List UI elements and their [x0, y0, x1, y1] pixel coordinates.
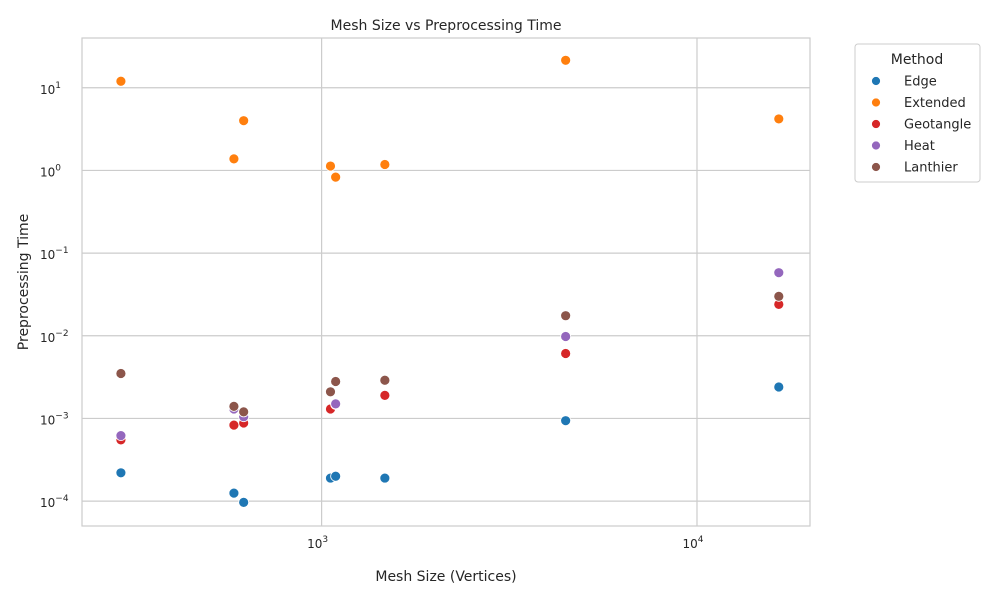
- y-tick-labels: 10−4 10−3 10−2 10−1 100 101: [40, 81, 69, 510]
- data-point: [228, 153, 240, 165]
- data-point: [773, 113, 785, 125]
- legend-title: Method: [891, 52, 944, 68]
- y-tick-label: 101: [40, 81, 61, 97]
- y-axis-label: Preprocessing Time: [16, 214, 32, 350]
- data-point: [238, 406, 250, 418]
- data-point: [330, 376, 342, 387]
- data-point: [238, 115, 250, 127]
- series-lanthier: [115, 290, 785, 418]
- legend-items: Edge Extended Geotangle Heat Lanthier: [871, 75, 971, 176]
- data-point: [379, 159, 391, 170]
- data-point: [560, 348, 572, 359]
- data-point: [325, 386, 336, 398]
- legend-item: Lanthier: [871, 161, 958, 176]
- legend-marker: [871, 162, 881, 172]
- x-tick-label: 104: [682, 535, 703, 551]
- legend-box: [854, 43, 981, 183]
- legend-label: Geotangle: [904, 118, 971, 133]
- y-tick-label: 10−4: [40, 494, 69, 510]
- x-axis-label: Mesh Size (Vertices): [375, 569, 516, 585]
- data-point: [773, 267, 785, 279]
- grid-lines: [82, 38, 810, 526]
- y-tick-label: 10−1: [40, 246, 69, 262]
- data-point: [115, 430, 127, 442]
- data-point: [773, 381, 785, 393]
- data-point: [560, 331, 572, 342]
- legend-item: Heat: [871, 139, 935, 154]
- legend-marker: [871, 119, 881, 129]
- y-tick-label: 10−3: [40, 411, 69, 427]
- data-point: [379, 472, 391, 484]
- data-point: [325, 160, 336, 172]
- x-tick-labels: 103 104: [307, 535, 704, 551]
- data-point: [560, 415, 572, 427]
- data-point: [560, 310, 572, 322]
- data-point: [115, 467, 127, 479]
- data-point: [228, 419, 240, 431]
- series-edge: [115, 381, 785, 508]
- legend-item: Extended: [871, 96, 966, 111]
- legend-item: Edge: [871, 75, 937, 90]
- series-extended: [115, 54, 785, 183]
- data-point: [115, 75, 127, 87]
- data-point: [330, 470, 342, 482]
- x-tick-label: 103: [307, 535, 328, 551]
- legend-marker: [871, 76, 881, 86]
- y-tick-label: 100: [40, 163, 61, 179]
- data-point: [379, 374, 391, 386]
- legend-marker: [871, 140, 881, 151]
- data-point: [330, 398, 342, 410]
- data-point: [330, 171, 342, 183]
- data-point: [115, 368, 127, 379]
- legend-item: Geotangle: [871, 118, 971, 133]
- plot-area: [82, 38, 810, 526]
- plot-frame: [81, 37, 811, 527]
- chart-title: Mesh Size vs Preprocessing Time: [331, 18, 562, 34]
- legend-label: Edge: [904, 75, 937, 90]
- data-points: [115, 54, 785, 508]
- data-point: [238, 496, 250, 508]
- legend: Method Edge Extended Geotangle Heat Lanthier: [854, 43, 981, 183]
- data-point: [228, 400, 240, 412]
- data-point: [560, 54, 572, 66]
- legend-marker: [871, 97, 881, 108]
- data-point: [228, 487, 240, 499]
- legend-label: Lanthier: [904, 161, 958, 176]
- legend-label: Extended: [904, 96, 966, 111]
- data-point: [379, 390, 391, 401]
- data-point: [773, 290, 785, 302]
- y-tick-label: 10−2: [40, 329, 69, 345]
- legend-label: Heat: [904, 139, 935, 154]
